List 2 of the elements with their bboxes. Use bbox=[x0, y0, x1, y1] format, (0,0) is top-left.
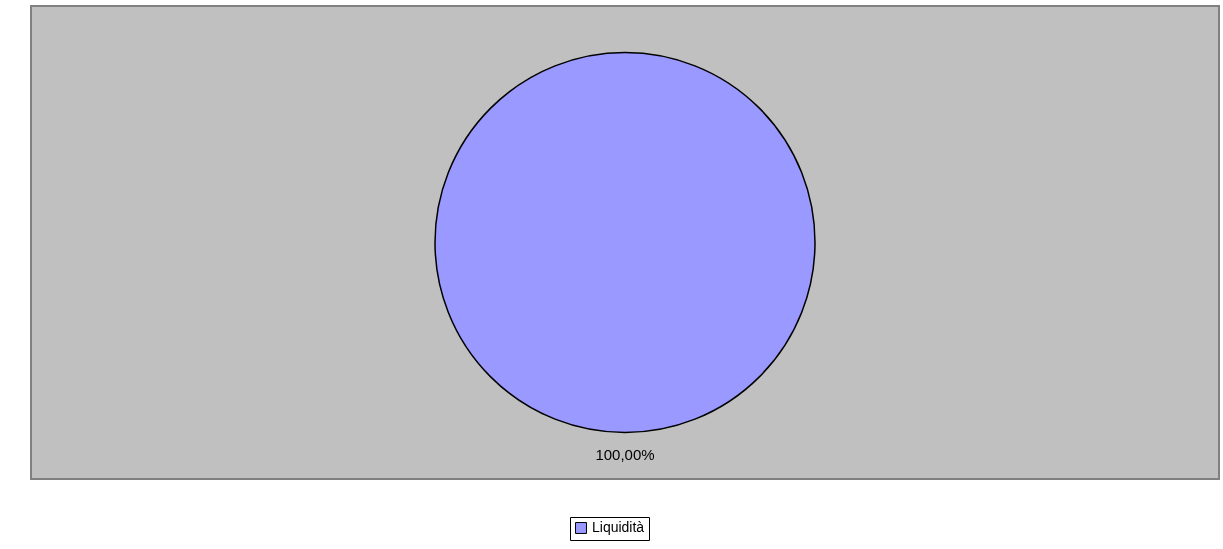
data-label: 100,00% bbox=[595, 445, 655, 463]
legend-label: Liquidità bbox=[592, 519, 645, 535]
